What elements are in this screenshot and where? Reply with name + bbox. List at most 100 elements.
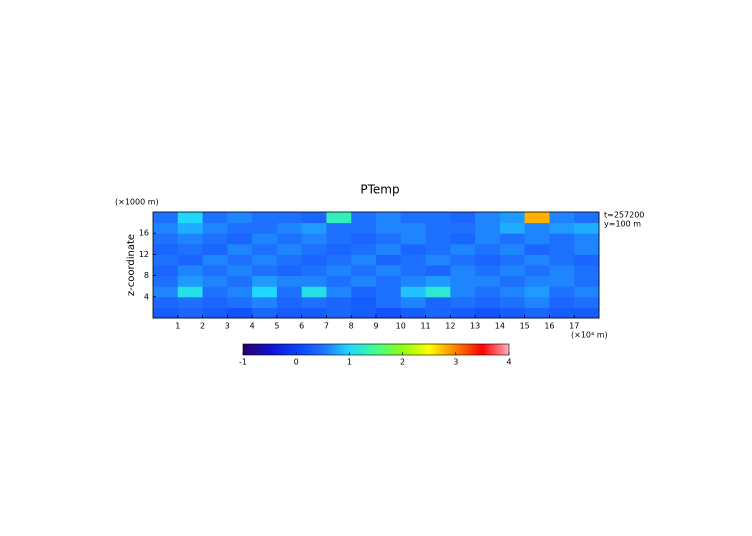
heat-cell (499, 254, 526, 266)
heat-cell (252, 212, 278, 224)
heat-cell (252, 233, 278, 245)
heat-cell (326, 286, 352, 298)
heat-cell (227, 296, 253, 308)
heat-cell (425, 296, 451, 308)
heat-cell (524, 212, 550, 224)
heat-cell (276, 212, 303, 224)
heat-cell (499, 275, 526, 287)
y-tick-label: 12 (139, 250, 149, 259)
heat-cell (450, 233, 476, 245)
heat-cell (499, 265, 526, 277)
heat-cell (574, 307, 600, 319)
heat-cell (425, 233, 451, 245)
heat-cell (276, 275, 303, 287)
x-tick-label: 13 (470, 322, 480, 331)
x-tick-label: 4 (250, 322, 255, 331)
heat-cell (227, 254, 253, 266)
heat-cell (524, 296, 550, 308)
heat-cell (524, 275, 550, 287)
heat-cell (376, 286, 402, 298)
x-tick-label: 2 (200, 322, 205, 331)
heat-cell (549, 296, 575, 308)
heat-cell (376, 233, 402, 245)
heat-cell (549, 222, 575, 234)
heat-cell (400, 222, 427, 234)
heat-cell (400, 254, 427, 266)
colorbar-tick-label: -1 (239, 358, 247, 367)
heat-cell (227, 286, 253, 298)
chart-title: PTemp (360, 183, 399, 197)
heat-cell (450, 307, 476, 319)
heat-cell (499, 286, 526, 298)
heat-cell (326, 265, 352, 277)
heat-cell (301, 212, 327, 224)
heat-cell (499, 307, 526, 319)
heat-cell (276, 233, 303, 245)
x-tick-label: 10 (396, 322, 406, 331)
heat-cell (425, 286, 451, 298)
heat-cell (376, 307, 402, 319)
heat-cell (351, 254, 377, 266)
heat-cell (524, 286, 550, 298)
heat-cell (276, 265, 303, 277)
heat-cell (276, 307, 303, 319)
heat-cell (227, 307, 253, 319)
heat-cell (202, 243, 228, 255)
annotation: t=257200 (604, 211, 644, 220)
heat-cell (326, 233, 352, 245)
y-axis-label: z-coordinate (126, 234, 137, 296)
colorbar-tick-label: 2 (400, 358, 405, 367)
heat-cell (376, 222, 402, 234)
heat-cell (301, 233, 327, 245)
colorbar-tick-label: 0 (294, 358, 299, 367)
heat-cell (153, 212, 179, 224)
heat-cell (549, 254, 575, 266)
heat-cell (450, 254, 476, 266)
heat-cell (177, 307, 204, 319)
heat-cell (376, 265, 402, 277)
heat-cell (153, 222, 179, 234)
heat-cell (475, 307, 501, 319)
heat-cell (153, 254, 179, 266)
heat-cell (549, 233, 575, 245)
heat-cell (153, 286, 179, 298)
heat-cell (499, 243, 526, 255)
heat-cell (475, 243, 501, 255)
heat-cell (524, 243, 550, 255)
heat-cell (301, 254, 327, 266)
heat-cell (574, 212, 600, 224)
heat-cell (276, 222, 303, 234)
y-unit: (×1000 m) (115, 198, 159, 207)
heat-cell (400, 212, 427, 224)
x-tick-label: 15 (520, 322, 530, 331)
heat-cell (351, 212, 377, 224)
heat-cell (574, 286, 600, 298)
heat-cell (524, 222, 550, 234)
heat-cell (549, 286, 575, 298)
heat-cell (227, 275, 253, 287)
heat-cell (351, 243, 377, 255)
heat-cell (252, 265, 278, 277)
heat-cell (425, 212, 451, 224)
heat-cell (475, 212, 501, 224)
heat-cell (351, 233, 377, 245)
heat-cell (326, 222, 352, 234)
heat-cell (499, 233, 526, 245)
heat-cell (351, 296, 377, 308)
heat-cell (227, 233, 253, 245)
colorbar (242, 343, 510, 356)
heat-cell (376, 275, 402, 287)
heat-cell (202, 296, 228, 308)
heat-cell (227, 222, 253, 234)
heat-cell (450, 265, 476, 277)
heat-cell (450, 286, 476, 298)
heat-cell (425, 265, 451, 277)
heat-cell (549, 307, 575, 319)
heat-cell (574, 296, 600, 308)
heat-cell (376, 254, 402, 266)
heat-cell (574, 233, 600, 245)
x-tick-label: 14 (495, 322, 505, 331)
heat-cell (425, 243, 451, 255)
x-tick-label: 8 (349, 322, 354, 331)
heat-cell (524, 254, 550, 266)
